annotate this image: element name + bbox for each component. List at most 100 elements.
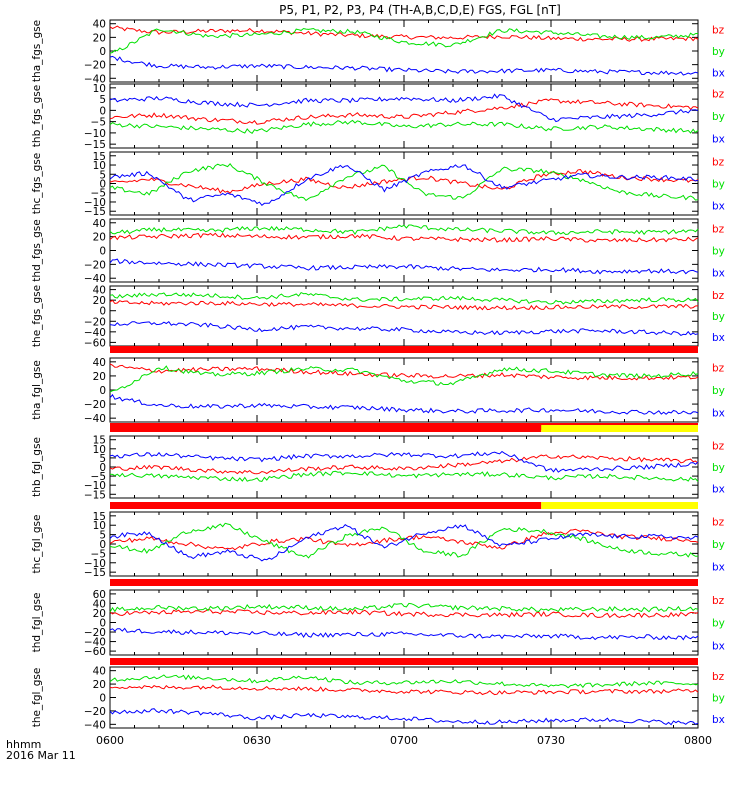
y-tick-label: 20	[93, 371, 106, 383]
y-tick-label: 10	[93, 520, 106, 532]
legend-bx: bx	[712, 268, 725, 280]
legend-bx: bx	[712, 332, 725, 344]
series-line-by	[109, 27, 699, 54]
legend-by: by	[712, 46, 725, 58]
legend-bx: bx	[712, 484, 725, 496]
y-tick-label: 40	[93, 285, 106, 297]
y-tick-label: −40	[84, 637, 106, 649]
series-line-bz	[109, 684, 699, 696]
series-line-by	[109, 163, 699, 202]
y-tick-label: −40	[84, 273, 106, 285]
y-tick-label: 20	[93, 608, 106, 620]
series-line-bz	[109, 608, 699, 619]
series-line-bx	[109, 627, 699, 641]
status-bar-segment	[110, 579, 698, 586]
series-line-bx	[109, 55, 699, 76]
y-tick-label: −10	[84, 480, 106, 492]
y-tick-label: −10	[84, 128, 106, 140]
y-tick-label: 5	[99, 530, 106, 542]
panel-frame	[109, 285, 699, 347]
y-tick-label: 10	[93, 444, 106, 456]
y-tick-label: −40	[84, 413, 106, 425]
y-tick-label: −60	[84, 337, 106, 349]
y-tick-label: −20	[84, 259, 106, 271]
series-line-by	[109, 470, 699, 482]
series-line-bx	[109, 450, 699, 473]
y-tick-label: −15	[84, 139, 106, 151]
status-bar-segment	[110, 346, 698, 353]
legend-by: by	[712, 179, 725, 191]
series-line-bx	[109, 321, 699, 336]
legend-by: by	[712, 246, 725, 258]
series-line-bz	[109, 25, 699, 42]
x-tick-label: 0700	[390, 734, 418, 747]
y-tick-label: −20	[84, 60, 106, 72]
y-tick-label: −15	[84, 206, 106, 218]
panel-frame	[109, 435, 699, 499]
panel-frame	[109, 589, 699, 656]
panel-4: 40 20 0−20 −40 thd_fgs_gse bz by bx	[31, 218, 725, 285]
series-line-bz	[109, 232, 699, 243]
series-line-by	[109, 674, 699, 689]
series-line-bx	[109, 708, 699, 726]
y-tick-label: −20	[84, 706, 106, 718]
panel-6: 40 20 0 −20 −40 tha_fgl_gse bz by bx	[31, 357, 725, 425]
y-tick-label: 0	[99, 46, 106, 58]
series-line-bx	[109, 93, 699, 123]
y-tick-label: 40	[93, 598, 106, 610]
legend-by: by	[712, 111, 725, 123]
y-tick-label: 5	[99, 94, 106, 106]
y-axis-label: tha_fgs_gse	[31, 20, 43, 82]
x-tick-label: 0630	[243, 734, 271, 747]
y-tick-label: 20	[93, 32, 106, 44]
y-axis-label: the_fgl_gse	[31, 668, 43, 728]
footer-time-label: hhmm	[6, 738, 41, 751]
y-tick-label: 40	[93, 19, 106, 31]
legend-bz: bz	[712, 517, 725, 529]
legend-bz: bz	[712, 24, 725, 36]
y-tick-label: −15	[84, 567, 106, 579]
status-bar-segment	[110, 502, 542, 509]
legend-bz: bz	[712, 440, 725, 452]
y-axis-label: thd_fgs_gse	[31, 219, 43, 281]
legend-bz: bz	[712, 223, 725, 235]
y-tick-label: −20	[84, 316, 106, 328]
y-axis-label: thc_fgs_gse	[31, 153, 43, 214]
y-tick-label: −20	[84, 627, 106, 639]
status-bar-segment	[541, 425, 698, 432]
panel-frame	[109, 511, 699, 577]
y-tick-label: 0	[99, 179, 106, 191]
legend-by: by	[712, 539, 725, 551]
footer-date-label: 2016 Mar 11	[6, 749, 76, 762]
y-axis-label: tha_fgl_gse	[31, 360, 43, 420]
y-tick-label: 5	[99, 453, 106, 465]
y-tick-label: −40	[84, 73, 106, 85]
y-tick-label: 20	[93, 232, 106, 244]
y-axis-label: thb_fgl_gse	[31, 437, 43, 497]
series-line-bz	[109, 363, 699, 381]
legend-bx: bx	[712, 714, 725, 726]
x-tick-label: 0800	[684, 734, 712, 747]
y-tick-label: −5	[91, 471, 106, 483]
legend-by: by	[712, 618, 725, 630]
legend-bz: bz	[712, 290, 725, 302]
y-axis-label: the_fgs_gse	[31, 285, 43, 347]
legend-by: by	[712, 693, 725, 705]
y-axis-label: thb_fgs_gse	[31, 85, 43, 147]
y-tick-label: 0	[99, 618, 106, 630]
series-line-bz	[109, 454, 699, 475]
legend-by: by	[712, 385, 725, 397]
y-tick-label: 40	[93, 218, 106, 230]
legend-bx: bx	[712, 68, 725, 80]
panel-frame	[109, 151, 699, 216]
legend-by: by	[712, 462, 725, 474]
y-tick-label: 0	[99, 693, 106, 705]
y-tick-label: 15	[93, 435, 106, 447]
y-tick-label: −60	[84, 646, 106, 658]
series-line-by	[109, 365, 699, 393]
